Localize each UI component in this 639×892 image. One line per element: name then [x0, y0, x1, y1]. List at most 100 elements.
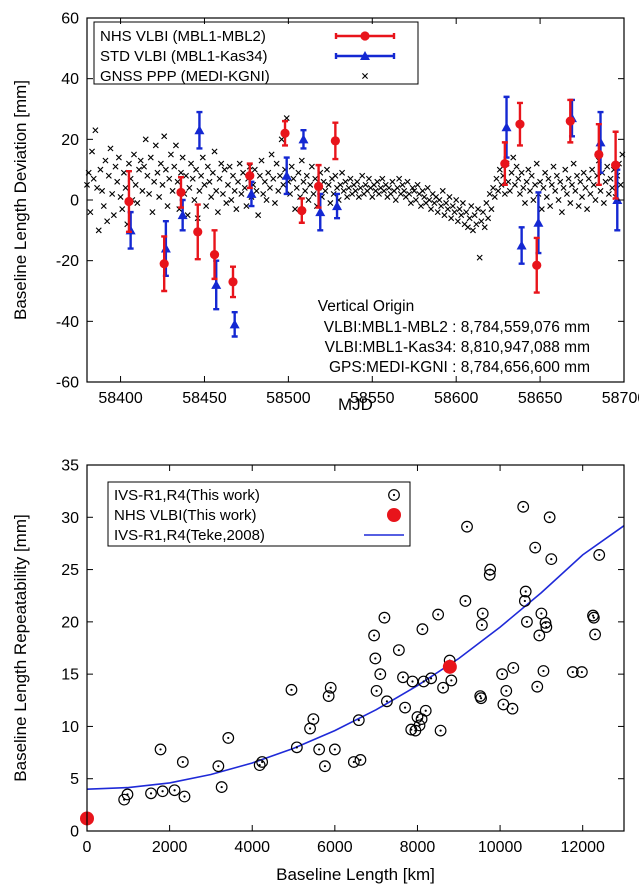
gnss-point [87, 209, 94, 216]
gnss-point [389, 178, 396, 185]
gnss-point [231, 187, 238, 194]
ivs-point-dot [580, 670, 583, 674]
gnss-point [523, 178, 530, 185]
gnss-point [374, 178, 381, 185]
gnss-point [310, 190, 317, 197]
ivs-point-dot [464, 599, 467, 603]
gnss-point [362, 181, 369, 188]
gnss-point [206, 178, 213, 185]
gnss-point [412, 197, 419, 203]
y-tick-label: 15 [61, 667, 79, 684]
deviation-axes: 58400 58450 58500 58550 58600 58650 58700 -60 -4… [56, 11, 639, 408]
gnss-point [411, 187, 418, 194]
gnss-point [273, 160, 280, 167]
ivs-point-dot [422, 680, 425, 683]
gnss-point [525, 166, 532, 173]
gnss-point [223, 200, 230, 207]
gnss-point [431, 200, 438, 207]
gnss-point [562, 166, 569, 173]
gnss-point [268, 151, 275, 158]
gnss-point [522, 200, 528, 207]
ivs-point-dot [261, 760, 264, 764]
nhs-point [228, 277, 238, 287]
ivs-point [354, 753, 367, 766]
ivs-point-dot [450, 679, 453, 682]
ivs-point-dot [329, 686, 332, 689]
x-tick-label: 58400 [98, 390, 143, 407]
nhs-point [565, 116, 575, 126]
gnss-point [119, 206, 126, 213]
gnss-point [161, 133, 168, 140]
gnss-point [471, 212, 478, 219]
ivs-point-dot [480, 623, 484, 627]
ivs-point [368, 629, 380, 642]
gnss-point [607, 175, 614, 182]
gnss-point [558, 209, 565, 216]
y-tick-label: 35 [61, 458, 79, 475]
gnss-point [469, 227, 476, 234]
gnss-point [120, 169, 127, 176]
gnss-point [540, 184, 547, 191]
ivs-point-dot [524, 590, 527, 593]
gnss-point [104, 218, 111, 225]
ivs-point-dot [525, 620, 529, 623]
gnss-point [354, 178, 361, 185]
gnss-point [305, 197, 312, 203]
gnss-point [399, 181, 406, 188]
gnss-point [357, 184, 364, 191]
gnss-point [453, 197, 460, 203]
gnss-point [89, 148, 96, 155]
ivs-point [416, 623, 429, 636]
ivs-point-dot [318, 748, 321, 751]
gnss-point [424, 184, 431, 191]
gnss-point [312, 175, 319, 182]
ivs-point-dot [536, 685, 539, 688]
gnss-point [149, 209, 156, 216]
ivs-point [370, 684, 383, 697]
gnss-point [602, 178, 609, 185]
gnss-point [480, 209, 487, 216]
x-tick-label: 58500 [266, 390, 311, 407]
gnss-point [174, 178, 181, 185]
gnss-point [542, 169, 549, 176]
y-tick-label: 30 [61, 510, 79, 527]
ivs-point [369, 652, 382, 665]
gnss-point [560, 184, 567, 191]
gnss-point [580, 169, 587, 176]
gnss-point [233, 206, 240, 213]
ivs-point [566, 666, 579, 678]
ivs-point [176, 756, 189, 768]
gnss-point [466, 215, 473, 222]
gnss-point [456, 206, 463, 213]
gnss-point [468, 203, 475, 210]
x-tick-label: 58650 [518, 390, 563, 407]
gnss-point [332, 172, 339, 179]
gnss-point [604, 163, 611, 170]
gnss-point [99, 187, 106, 194]
gnss-point [278, 136, 285, 143]
gnss-point [585, 175, 592, 182]
gnss-point [592, 197, 599, 203]
ivs-point [256, 756, 269, 768]
gnss-point [114, 178, 121, 185]
gnss-point [454, 218, 461, 225]
nhs-point [297, 206, 307, 216]
gnss-point [394, 184, 401, 191]
legend-swatch-gnss [362, 73, 368, 79]
annotation-heading: Vertical Origin [318, 298, 414, 315]
ivs-point [459, 595, 472, 607]
ivs-point [589, 628, 601, 641]
ivs-point-dot [374, 657, 377, 660]
gnss-point [300, 178, 307, 185]
ivs-point-dot [159, 748, 162, 751]
gnss-point [330, 190, 337, 197]
y-tick-label: -40 [56, 314, 79, 331]
gnss-point [154, 169, 161, 176]
gnss-point [130, 151, 137, 158]
ivs-point-dot [327, 695, 330, 698]
gnss-point [97, 166, 104, 173]
gnss-point [352, 187, 359, 194]
ivs-point-dot [183, 795, 186, 798]
gnss-point [337, 181, 344, 188]
